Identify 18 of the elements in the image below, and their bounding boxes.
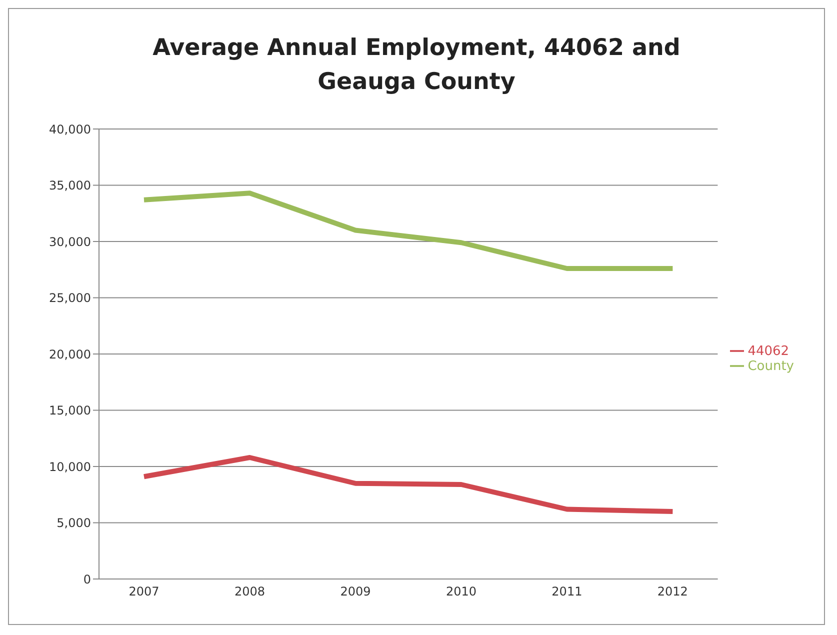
y-tick-label: 15,000 [49,404,91,418]
y-tick-label: 20,000 [49,347,91,362]
y-tick-label: 5,000 [56,516,91,530]
legend-label: County [748,359,794,374]
y-tick-label: 35,000 [49,178,91,193]
x-tick-label: 2012 [657,584,688,599]
y-tick-label: 0 [83,572,91,586]
x-tick-label: 2011 [552,584,582,599]
chart-title: Average Annual Employment, 44062 and Geauga County [152,34,682,97]
y-tick-label: 25,000 [49,291,91,306]
y-tick-label: 30,000 [49,234,91,249]
x-tick-label: 2007 [128,584,160,599]
x-tick-label: 2009 [340,584,371,599]
x-tick-label: 2010 [446,584,476,599]
x-tick-label: 2008 [234,584,266,599]
legend-label: 44062 [748,344,790,359]
y-tick-label: 10,000 [49,460,91,474]
y-tick-label: 40,000 [49,122,91,136]
